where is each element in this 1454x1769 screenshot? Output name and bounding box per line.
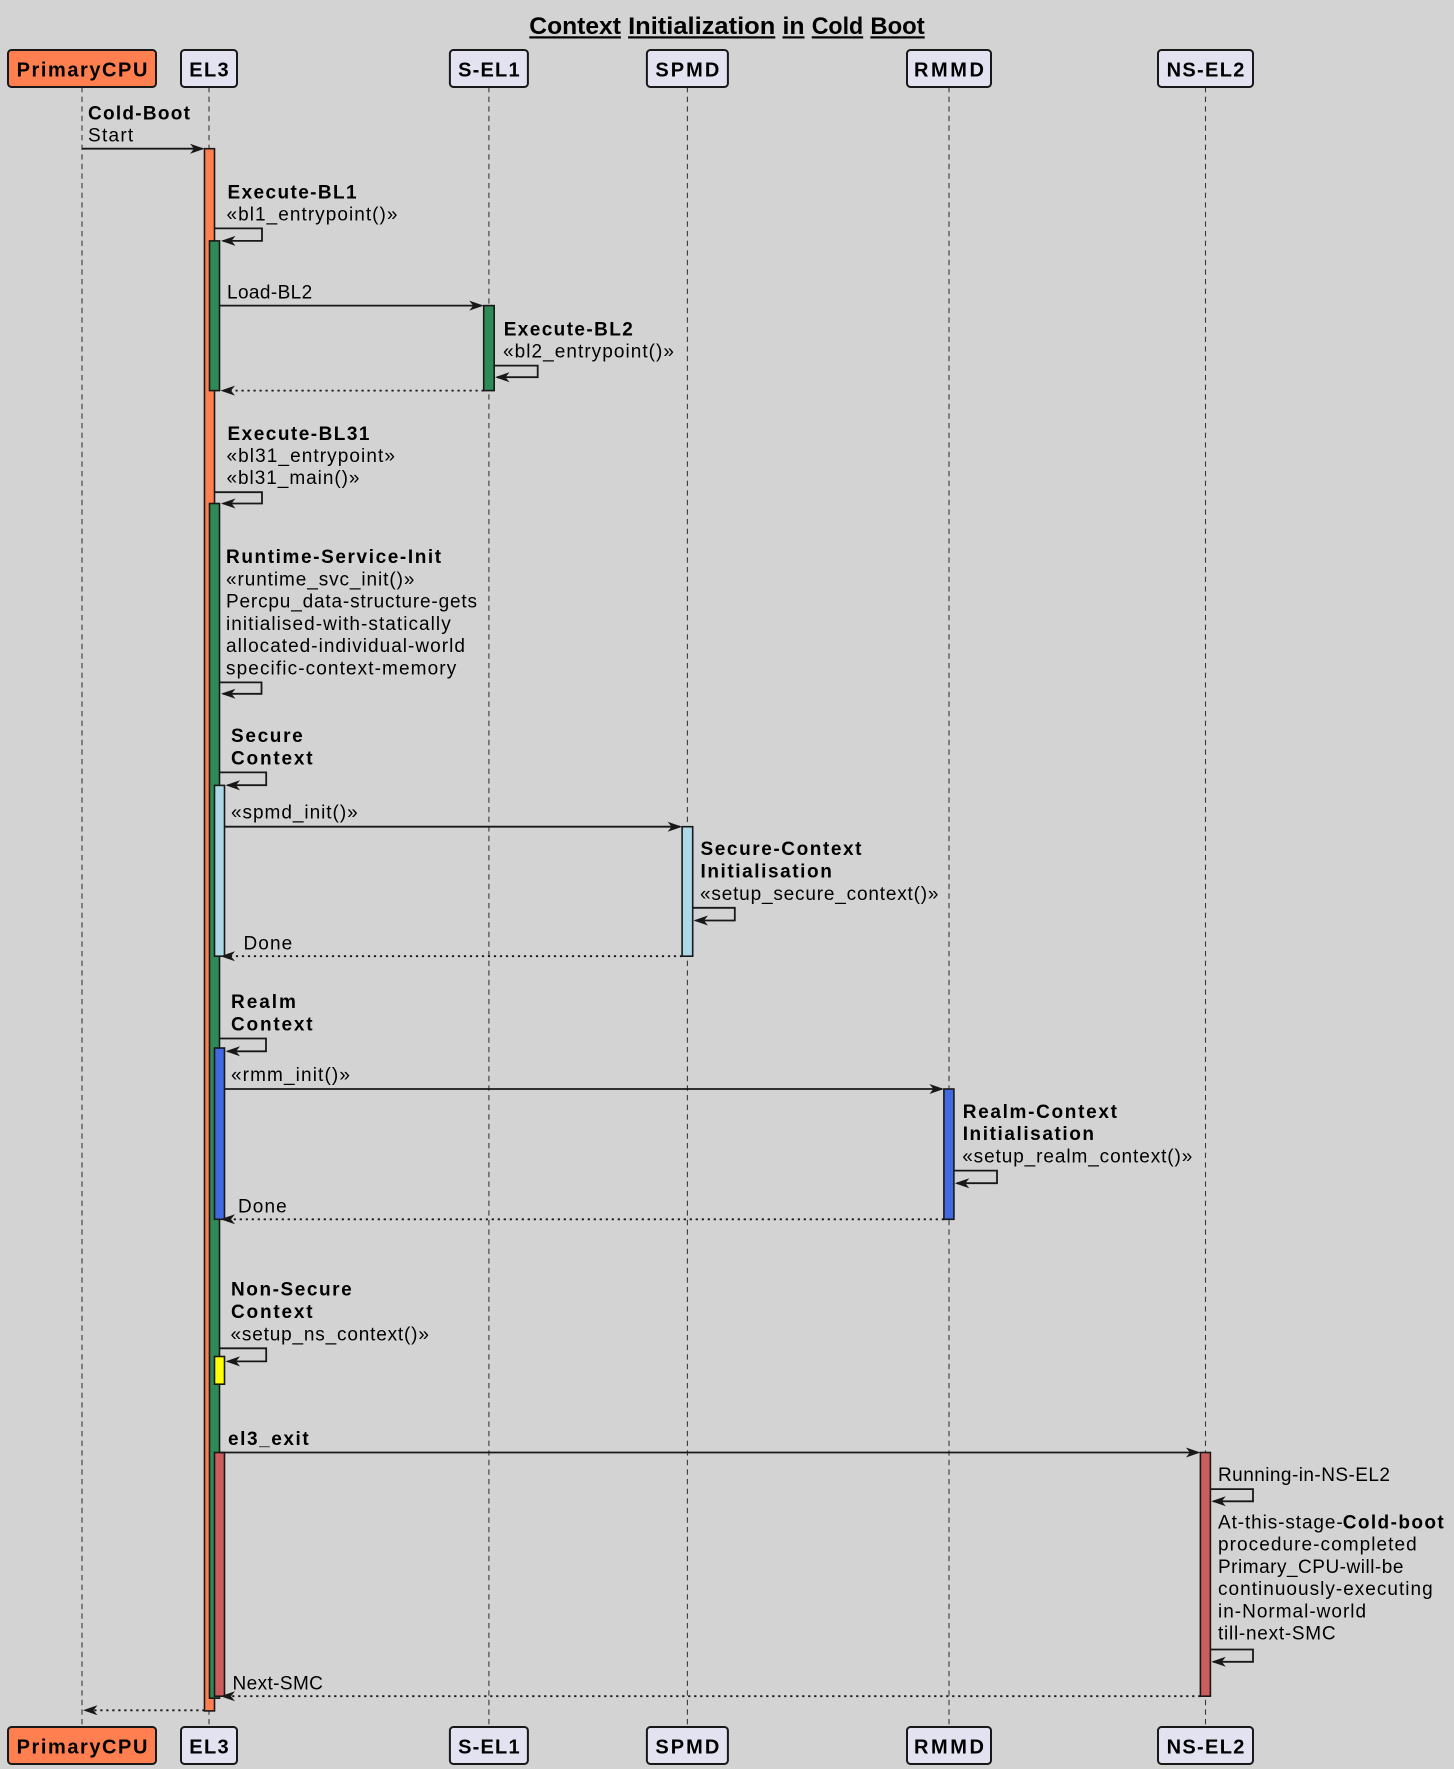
svg-text:till-next-SMC: till-next-SMC <box>1218 1624 1336 1645</box>
svg-text:PrimaryCPU: PrimaryCPU <box>17 1737 148 1759</box>
svg-text:Context: Context <box>529 13 621 40</box>
svg-text:«bl2_entrypoint()»: «bl2_entrypoint()» <box>503 342 674 363</box>
svg-text:allocated-individual-world: allocated-individual-world <box>226 636 465 657</box>
svg-text:EL3: EL3 <box>189 60 228 82</box>
svg-text:Next-SMC: Next-SMC <box>233 1673 323 1694</box>
svg-text:Cold-Boot: Cold-Boot <box>88 104 191 125</box>
svg-text:PrimaryCPU: PrimaryCPU <box>17 60 148 82</box>
svg-text:NS-EL2: NS-EL2 <box>1167 60 1245 82</box>
svg-text:Cold: Cold <box>812 13 864 40</box>
svg-text:Boot: Boot <box>870 13 924 40</box>
svg-text:Initialisation: Initialisation <box>701 862 832 883</box>
svg-text:NS-EL2: NS-EL2 <box>1167 1737 1245 1759</box>
svg-text:in-Normal-world: in-Normal-world <box>1218 1601 1366 1622</box>
svg-text:Secure: Secure <box>231 726 303 747</box>
svg-text:«bl1_entrypoint()»: «bl1_entrypoint()» <box>227 204 398 225</box>
svg-text:Primary_CPU-will-be: Primary_CPU-will-be <box>1218 1557 1403 1578</box>
svg-text:S-EL1: S-EL1 <box>458 60 519 82</box>
svg-text:Done: Done <box>238 1196 287 1217</box>
svg-text:Initialisation: Initialisation <box>963 1124 1094 1145</box>
svg-text:continuously-executing: continuously-executing <box>1218 1579 1433 1600</box>
svg-text:specific-context-memory: specific-context-memory <box>226 659 457 680</box>
svg-text:Percpu_data-structure-gets: Percpu_data-structure-gets <box>226 592 477 613</box>
svg-text:Realm-Context: Realm-Context <box>963 1102 1118 1123</box>
svg-text:«spmd_init()»: «spmd_init()» <box>231 803 358 824</box>
svg-text:initialised-with-statically: initialised-with-statically <box>226 614 451 635</box>
svg-text:«runtime_svc_init()»: «runtime_svc_init()» <box>226 569 414 590</box>
svg-text:Load-BL2: Load-BL2 <box>227 283 312 304</box>
svg-text:Execute-BL1: Execute-BL1 <box>228 182 358 203</box>
svg-text:SPMD: SPMD <box>655 1737 719 1759</box>
svg-text:Execute-BL2: Execute-BL2 <box>504 319 633 340</box>
svg-text:procedure-completed: procedure-completed <box>1218 1535 1417 1556</box>
svg-text:«setup_realm_context()»: «setup_realm_context()» <box>962 1147 1192 1168</box>
svg-text:in: in <box>783 13 805 40</box>
svg-text:Start: Start <box>88 126 134 147</box>
svg-text:Realm: Realm <box>231 992 296 1013</box>
svg-text:«setup_ns_context()»: «setup_ns_context()» <box>231 1324 429 1345</box>
svg-text:EL3: EL3 <box>189 1737 228 1759</box>
svg-text:Running-in-NS-EL2: Running-in-NS-EL2 <box>1218 1465 1390 1486</box>
svg-text:Execute-BL31: Execute-BL31 <box>228 424 370 445</box>
svg-text:«bl31_main()»: «bl31_main()» <box>227 468 360 489</box>
svg-text:At-this-stage-: At-this-stage- <box>1218 1513 1343 1534</box>
svg-text:el3_exit: el3_exit <box>228 1429 309 1450</box>
svg-text:Done: Done <box>244 934 293 955</box>
svg-text:«rmm_init()»: «rmm_init()» <box>231 1065 350 1086</box>
svg-text:«bl31_entrypoint»: «bl31_entrypoint» <box>227 446 395 467</box>
svg-text:Initialization: Initialization <box>628 13 775 40</box>
svg-text:SPMD: SPMD <box>655 60 719 82</box>
svg-text:Secure-Context: Secure-Context <box>701 839 863 860</box>
svg-text:S-EL1: S-EL1 <box>458 1737 519 1759</box>
svg-text:«setup_secure_context()»: «setup_secure_context()» <box>700 884 939 905</box>
svg-text:Cold-boot: Cold-boot <box>1343 1513 1445 1534</box>
svg-text:Non-Secure: Non-Secure <box>231 1280 352 1301</box>
